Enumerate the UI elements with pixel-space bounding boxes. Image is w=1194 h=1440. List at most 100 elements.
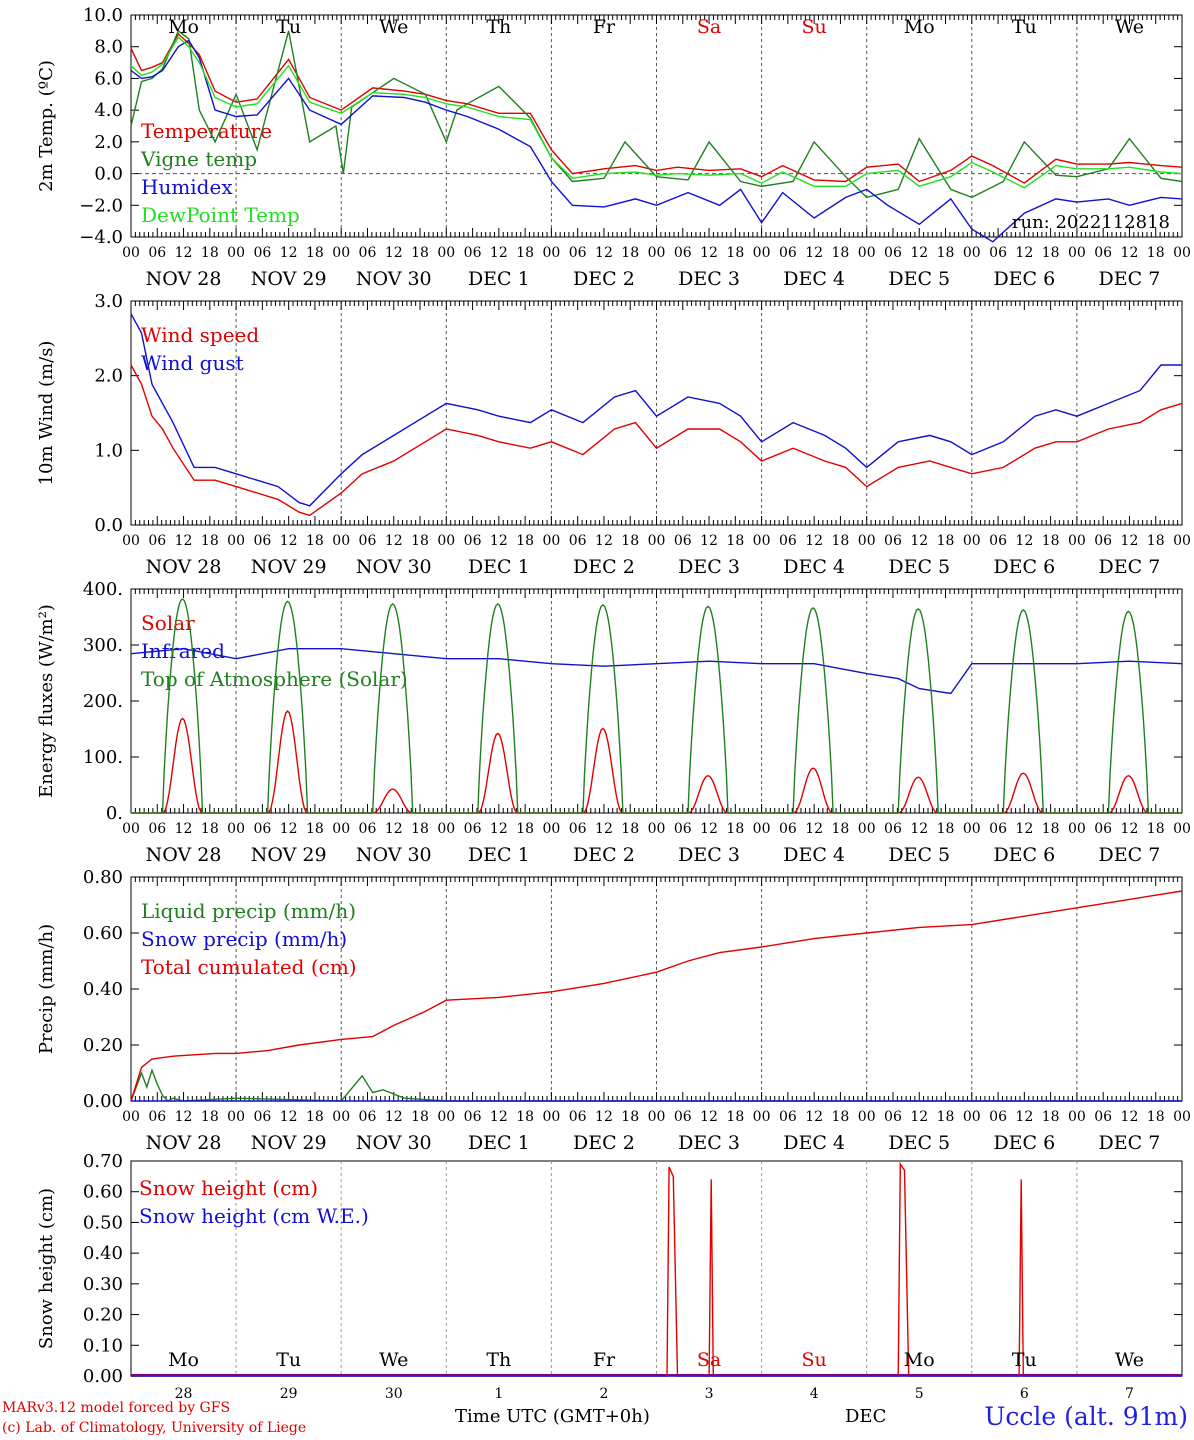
hour-tick-label: 00 <box>332 245 350 261</box>
hour-tick-label: 06 <box>359 1109 377 1125</box>
hour-tick-label: 06 <box>359 821 377 837</box>
date-label: DEC 3 <box>678 556 740 578</box>
y-tick-label: 0.40 <box>83 1243 123 1264</box>
date-label: NOV 29 <box>251 1132 327 1154</box>
hour-tick-label: 18 <box>726 821 744 837</box>
hour-tick-label: 00 <box>648 245 666 261</box>
date-label: DEC 5 <box>888 268 950 290</box>
hour-tick-label: 12 <box>490 245 508 261</box>
hour-tick-label: 12 <box>490 821 508 837</box>
hour-tick-label: 18 <box>621 533 639 549</box>
weekday-label: Mo <box>904 1349 935 1371</box>
weekday-label: We <box>1115 1349 1144 1371</box>
hour-tick-label: 00 <box>1173 245 1191 261</box>
hour-tick-label: 06 <box>464 821 482 837</box>
hour-tick-label: 12 <box>385 245 403 261</box>
weekday-label: Mo <box>168 16 199 38</box>
y-tick-label: 0.50 <box>83 1212 123 1233</box>
hour-tick-label: 12 <box>595 533 613 549</box>
hour-tick-label: 00 <box>332 1109 350 1125</box>
hour-tick-label: 12 <box>595 821 613 837</box>
hour-tick-label: 00 <box>648 533 666 549</box>
date-label: NOV 29 <box>251 268 327 290</box>
y-tick-label: 200. <box>83 691 123 712</box>
hour-tick-label: 18 <box>832 245 850 261</box>
hour-tick-label: 18 <box>937 821 955 837</box>
hour-tick-label: 18 <box>201 533 219 549</box>
hour-tick-label: 06 <box>359 245 377 261</box>
y-tick-label: 4.0 <box>94 100 123 121</box>
hour-tick-label: 06 <box>464 1109 482 1125</box>
hour-tick-label: 12 <box>175 1109 193 1125</box>
hour-tick-label: 06 <box>1094 1109 1112 1125</box>
hour-tick-label: 18 <box>306 1109 324 1125</box>
hour-tick-label: 00 <box>227 245 245 261</box>
panel-5: 0.70 0.60 0.50 0.40 0.30 0.20 0.10 0.00 Snow hei… <box>36 1151 1183 1387</box>
hour-tick-label: 00 <box>963 821 981 837</box>
y-tick-label: 0.20 <box>83 1305 123 1326</box>
hour-tick-label: 12 <box>1015 533 1033 549</box>
date-label: DEC 6 <box>993 556 1055 578</box>
hour-tick-label: 12 <box>385 533 403 549</box>
run-label: run: 2022112818 <box>1012 212 1170 233</box>
weekday-label: Su <box>802 16 827 38</box>
hour-tick-label: 18 <box>726 1109 744 1125</box>
hour-tick-label: 18 <box>1042 1109 1060 1125</box>
hour-tick-label: 18 <box>621 245 639 261</box>
hour-tick-label: 06 <box>148 1109 166 1125</box>
weekday-label: Mo <box>904 16 935 38</box>
hour-tick-label: 18 <box>411 1109 429 1125</box>
hour-tick-label: 18 <box>411 821 429 837</box>
hour-tick-label: 18 <box>832 821 850 837</box>
hour-tick-label: 06 <box>359 533 377 549</box>
hour-tick-label: 18 <box>621 821 639 837</box>
hour-tick-label: 00 <box>1068 533 1086 549</box>
hour-tick-label: 06 <box>464 245 482 261</box>
y-tick-label: 0.0 <box>94 164 123 185</box>
hour-tick-label: 00 <box>122 1109 140 1125</box>
date-label: DEC 4 <box>783 1132 845 1154</box>
hour-tick-label: 00 <box>542 533 560 549</box>
y-tick-label: 0.10 <box>83 1335 123 1356</box>
hour-tick-label: 18 <box>516 533 534 549</box>
date-label: DEC 7 <box>1099 844 1161 866</box>
y-axis-label: Snow height (cm) <box>36 1188 57 1349</box>
date-label: DEC 1 <box>468 556 530 578</box>
plot-frame <box>130 300 1183 526</box>
y-tick-label: 0.20 <box>83 1035 123 1056</box>
day-number-label: 6 <box>1020 1386 1029 1402</box>
date-label: NOV 30 <box>356 1132 432 1154</box>
legend-entry: Humidex <box>141 175 233 199</box>
hour-tick-label: 18 <box>516 1109 534 1125</box>
hour-tick-label: 18 <box>1042 245 1060 261</box>
hour-tick-label: 06 <box>884 533 902 549</box>
legend-entry: Snow height (cm) <box>139 1176 318 1200</box>
hour-tick-label: 00 <box>437 821 455 837</box>
plot-frame <box>130 588 1183 814</box>
date-label: DEC 1 <box>468 1132 530 1154</box>
legend-entry: Solar <box>141 611 195 635</box>
date-label: NOV 28 <box>146 1132 222 1154</box>
series-line-total-cumulated-cm <box>130 890 1183 1102</box>
weekday-label: Su <box>802 1349 827 1371</box>
hour-tick-label: 18 <box>1042 533 1060 549</box>
y-tick-label: 0. <box>106 803 123 824</box>
hour-tick-label: 06 <box>569 1109 587 1125</box>
hour-tick-label: 06 <box>148 245 166 261</box>
date-label: DEC 2 <box>573 1132 635 1154</box>
hour-tick-label: 00 <box>122 533 140 549</box>
hour-tick-label: 06 <box>148 821 166 837</box>
hour-tick-label: 12 <box>1015 821 1033 837</box>
date-label: NOV 30 <box>356 844 432 866</box>
hour-tick-label: 00 <box>227 1109 245 1125</box>
y-tick-label: −4.0 <box>79 227 123 248</box>
weekday-label: We <box>379 16 408 38</box>
hour-tick-label: 06 <box>989 821 1007 837</box>
y-tick-label: 400. <box>83 579 123 600</box>
day-number-label: 7 <box>1125 1386 1134 1402</box>
hour-tick-label: 18 <box>201 1109 219 1125</box>
model-credit: MARv3.12 model forced by GFS <box>2 1400 231 1416</box>
legend-entry: Wind gust <box>141 351 244 375</box>
hour-tick-label: 18 <box>1147 533 1165 549</box>
day-number-label: 30 <box>385 1386 403 1402</box>
